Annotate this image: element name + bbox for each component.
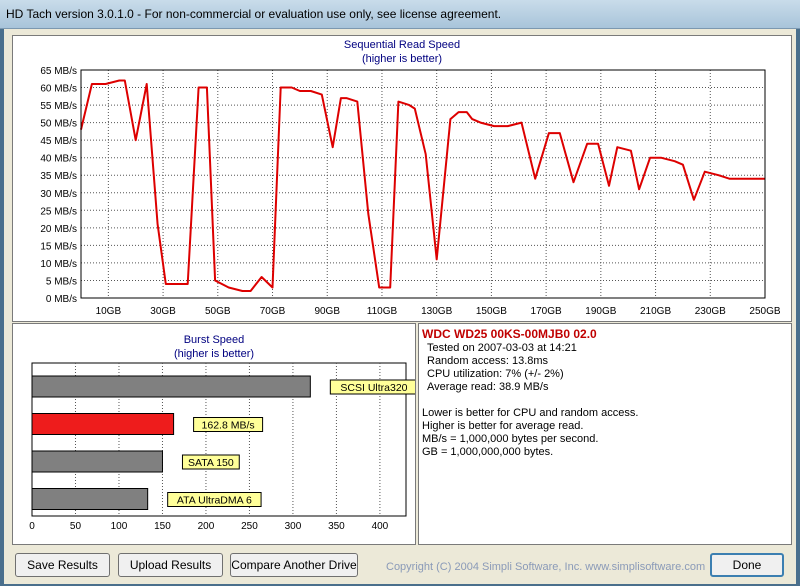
seq-x-tick-label: 210GB xyxy=(640,306,671,317)
seq-x-tick-label: 250GB xyxy=(749,306,780,317)
burst-bar-label: SATA 150 xyxy=(188,457,234,469)
seq-y-tick-label: 45 MB/s xyxy=(40,136,77,147)
note-mbs-def: MB/s = 1,000,000 bytes per second. xyxy=(422,433,599,445)
burst-bar-label-box xyxy=(193,417,264,432)
burst-bar-label: ATA UltraDMA 6 xyxy=(177,495,252,507)
save-results-button[interactable]: Save Results xyxy=(15,553,110,577)
seq-y-tick-label: 15 MB/s xyxy=(40,241,77,252)
burst-x-tick-label: 300 xyxy=(285,521,302,532)
seq-x-tick-label: 230GB xyxy=(695,306,726,317)
burst-x-tick-label: 100 xyxy=(111,521,128,532)
seq-y-tick-label: 25 MB/s xyxy=(40,206,77,217)
seq-y-tick-label: 20 MB/s xyxy=(40,224,77,235)
burst-chart-title: Burst Speed xyxy=(183,334,245,346)
window-title: HD Tach version 3.0.1.0 - For non-commer… xyxy=(6,7,502,21)
burst-x-tick-label: 200 xyxy=(198,521,215,532)
sequential-read-panel: Sequential Read Speed (higher is better)… xyxy=(12,35,792,322)
seq-x-tick-label: 10GB xyxy=(96,306,122,317)
seq-chart-title: Sequential Read Speed xyxy=(343,39,461,51)
burst-x-tick-label: 250 xyxy=(241,521,258,532)
title-bar: HD Tach version 3.0.1.0 - For non-commer… xyxy=(0,0,800,29)
seq-read-line xyxy=(80,79,765,292)
seq-x-tick-label: 110GB xyxy=(367,306,398,317)
burst-bar-label: SCSI Ultra320 xyxy=(340,382,407,394)
seq-x-tick-label: 170GB xyxy=(531,306,562,317)
copyright-text: Copyright (C) 2004 Simpli Software, Inc.… xyxy=(386,561,706,573)
random-access: Random access: 13.8ms xyxy=(427,355,549,367)
seq-y-tick-label: 60 MB/s xyxy=(40,84,77,95)
seq-x-tick-label: 70GB xyxy=(260,306,286,317)
burst-bar-label-box xyxy=(181,454,240,470)
seq-y-tick-label: 55 MB/s xyxy=(40,101,77,112)
average-read: Average read: 38.9 MB/s xyxy=(427,381,549,393)
drive-info-panel: WDC WD25 00KS-00MJB0 02.0 Tested on 2007… xyxy=(418,323,792,545)
burst-chart-subtitle: (higher is better) xyxy=(173,348,255,360)
seq-x-tick-label: 190GB xyxy=(585,306,616,317)
seq-chart-subtitle: (higher is better) xyxy=(361,53,443,65)
seq-y-tick-label: 65 MB/s xyxy=(40,66,77,77)
upload-results-button[interactable]: Upload Results xyxy=(118,553,223,577)
seq-x-tick-label: 150GB xyxy=(476,306,507,317)
burst-bar-label: 162.8 MB/s xyxy=(202,420,255,432)
burst-speed-panel: Burst Speed (higher is better) 0 50 100 150… xyxy=(12,323,416,545)
seq-y-tick-label: 5 MB/s xyxy=(46,276,77,287)
seq-y-tick-label: 30 MB/s xyxy=(40,189,77,200)
seq-y-tick-label: 10 MB/s xyxy=(40,259,77,270)
seq-plot-border xyxy=(80,69,766,299)
note-gb-def: GB = 1,000,000,000 bytes. xyxy=(422,446,554,458)
burst-x-tick-label: 150 xyxy=(154,521,171,532)
seq-plot-area xyxy=(80,69,766,299)
burst-x-tick-label: 400 xyxy=(372,521,389,532)
seq-x-tick-label: 90GB xyxy=(314,306,340,317)
sequential-read-chart: 0 MB/s 5 MB/s 10 MB/s 15 MB/s 20 MB/s 25 MB/s… xyxy=(40,66,781,317)
done-button[interactable]: Done xyxy=(710,553,784,577)
burst-bar xyxy=(31,375,311,398)
seq-x-tick-label: 50GB xyxy=(205,306,231,317)
cpu-utilization: CPU utilization: 7% (+/- 2%) xyxy=(427,368,564,380)
burst-x-tick-label: 350 xyxy=(328,521,345,532)
compare-drive-button[interactable]: Compare Another Drive xyxy=(230,553,358,577)
burst-x-tick-label: 50 xyxy=(70,521,82,532)
burst-x-tick-label: 0 xyxy=(29,521,35,532)
seq-y-tick-label: 35 MB/s xyxy=(40,171,77,182)
seq-y-tick-label: 40 MB/s xyxy=(40,154,77,165)
burst-speed-chart: 0 50 100 150 200 250 300 350 400 SCSI Ultra320 162… xyxy=(29,362,415,532)
drive-model: WDC WD25 00KS-00MJB0 02.0 xyxy=(422,327,597,341)
seq-x-tick-label: 30GB xyxy=(150,306,176,317)
note-lower-better: Lower is better for CPU and random acces… xyxy=(422,407,639,419)
main-window: Sequential Read Speed (higher is better)… xyxy=(4,29,796,584)
seq-y-tick-label: 50 MB/s xyxy=(40,119,77,130)
tested-date: Tested on 2007-03-03 at 14:21 xyxy=(427,342,577,354)
seq-y-tick-label: 0 MB/s xyxy=(46,294,77,305)
burst-bar xyxy=(31,450,163,473)
burst-bar-label-box xyxy=(167,492,262,507)
burst-bar-label-box xyxy=(329,379,415,395)
seq-x-tick-label: 130GB xyxy=(421,306,452,317)
note-higher-better: Higher is better for average read. xyxy=(422,420,584,432)
burst-bar xyxy=(31,413,175,435)
burst-bar xyxy=(31,488,149,510)
